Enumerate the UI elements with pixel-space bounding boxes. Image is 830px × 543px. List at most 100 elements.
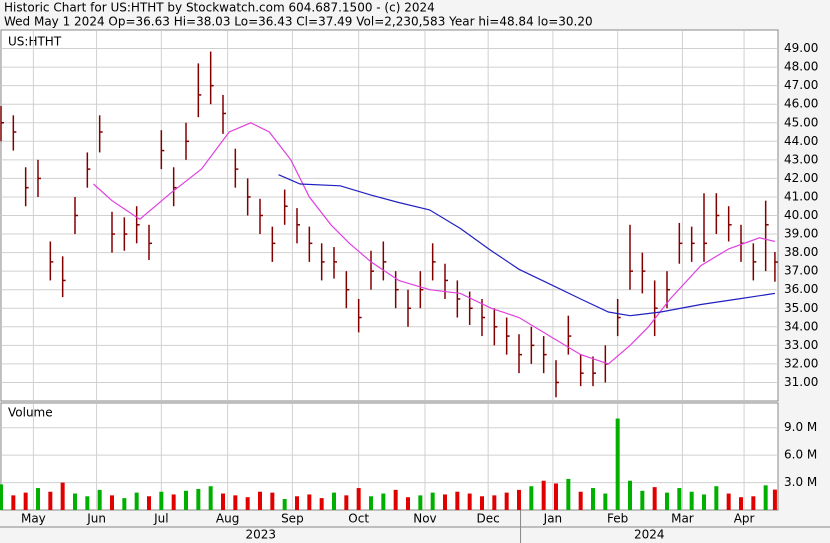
volume-bar [430, 492, 435, 510]
volume-bar [60, 482, 65, 510]
volume-bar [615, 418, 620, 510]
volume-bar [529, 486, 534, 510]
volume-bar [134, 492, 139, 510]
volume-bar [85, 496, 90, 510]
y-tick-label: 3.0 M [784, 475, 817, 489]
volume-bar [677, 488, 682, 510]
volume-bar [751, 496, 756, 510]
y-tick-label: 39.00 [784, 227, 818, 241]
volume-bar [739, 497, 743, 510]
volume-bar [652, 487, 657, 510]
year-label: 2024 [634, 528, 665, 542]
volume-bar [48, 491, 53, 510]
moving-average-line [93, 122, 776, 365]
y-tick-label: 44.00 [784, 134, 818, 148]
volume-bar [492, 495, 497, 510]
y-tick-label: 45.00 [784, 115, 818, 129]
volume-bar [665, 492, 669, 510]
volume-bar [504, 492, 509, 510]
y-tick-label: 48.00 [784, 60, 818, 74]
volume-bar [122, 498, 127, 510]
volume-bar [147, 496, 151, 510]
volume-bar [578, 491, 583, 510]
volume-bar [443, 494, 447, 510]
x-tick-label: Nov [413, 512, 436, 526]
volume-bar [36, 488, 40, 510]
volume-bar [517, 489, 521, 510]
volume-bar [97, 489, 102, 510]
volume-bar [381, 493, 386, 510]
volume-bar [603, 493, 608, 510]
volume-bar [159, 491, 164, 510]
y-tick-label: 42.00 [784, 171, 818, 185]
y-tick-label: 36.00 [784, 282, 818, 296]
y-tick-label: 43.00 [784, 152, 818, 166]
x-tick-label: Feb [607, 512, 628, 526]
volume-bar [591, 488, 595, 510]
volume-bar [11, 495, 16, 510]
volume-bar [307, 494, 312, 510]
y-tick-label: 37.00 [784, 264, 818, 278]
volume-bar [455, 491, 460, 510]
volume-bar [369, 496, 373, 510]
y-tick-label: 35.00 [784, 301, 818, 315]
volume-bar [208, 486, 213, 510]
volume-bar [110, 495, 114, 510]
volume-bar [763, 485, 768, 510]
volume-bar [467, 493, 472, 510]
x-tick-label: Jul [153, 512, 168, 526]
volume-bar [344, 495, 349, 510]
y-tick-label: 34.00 [784, 319, 818, 333]
moving-average-line [278, 174, 775, 317]
y-tick-label: 6.0 M [784, 448, 817, 462]
header-line-2: Wed May 1 2024 Op=36.63 Hi=38.03 Lo=36.4… [4, 15, 593, 29]
y-tick-label: 47.00 [784, 78, 818, 92]
volume-panel [0, 402, 779, 511]
year-label: 2023 [245, 528, 276, 542]
volume-bar [554, 483, 558, 510]
volume-bar [221, 493, 225, 510]
volume-bar [319, 498, 324, 510]
volume-bar [406, 497, 410, 510]
volume-bar [23, 492, 28, 510]
volume-bar [270, 492, 275, 510]
volume-bar [171, 494, 176, 510]
volume-bar [628, 480, 632, 510]
volume-bar [0, 484, 3, 510]
symbol-label: US:HTHT [8, 35, 62, 49]
y-tick-label: 31.00 [784, 375, 818, 389]
x-tick-label: Apr [734, 512, 755, 526]
volume-bar [295, 496, 299, 510]
volume-bar [258, 491, 262, 510]
y-tick-label: 32.00 [784, 356, 818, 370]
volume-bar [726, 493, 731, 510]
volume-bar [184, 490, 188, 510]
x-tick-label: Oct [348, 512, 369, 526]
x-tick-label: Jan [543, 512, 563, 526]
volume-bar [282, 499, 287, 510]
y-tick-label: 38.00 [784, 245, 818, 259]
volume-bar [356, 488, 361, 510]
volume-bar [714, 486, 719, 510]
volume-bar [245, 497, 250, 510]
volume-bar [566, 478, 571, 510]
volume-bar [196, 488, 201, 510]
x-tick-label: Mar [671, 512, 694, 526]
volume-bar [332, 492, 336, 510]
volume-bar [541, 480, 546, 510]
volume-bar [480, 496, 484, 510]
header-line-1: Historic Chart for US:HTHT by Stockwatch… [4, 1, 435, 15]
volume-bar [393, 489, 398, 510]
y-tick-label: 40.00 [784, 208, 818, 222]
x-tick-label: Jun [86, 512, 106, 526]
y-tick-label: 46.00 [784, 97, 818, 111]
x-tick-label: Dec [477, 512, 500, 526]
y-tick-label: 41.00 [784, 189, 818, 203]
volume-bar [640, 490, 645, 510]
volume-bar [702, 494, 706, 510]
x-tick-label: Sep [281, 512, 304, 526]
volume-bar [689, 491, 694, 510]
volume-label: Volume [8, 406, 53, 420]
